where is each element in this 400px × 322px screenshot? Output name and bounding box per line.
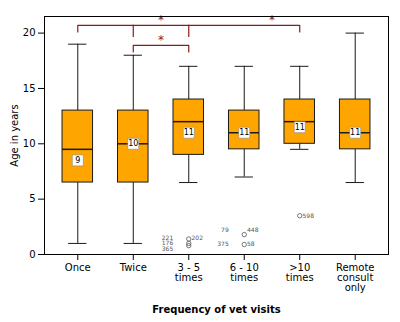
svg-text:365: 365 — [162, 245, 174, 252]
svg-text:79: 79 — [221, 226, 229, 233]
svg-text:Remoteconsultonly: Remoteconsultonly — [336, 262, 375, 293]
svg-text:221: 221 — [161, 233, 174, 241]
svg-text:Frequency of vet visits: Frequency of vet visits — [152, 304, 280, 315]
svg-text:*: * — [158, 33, 164, 47]
svg-text:20: 20 — [23, 27, 36, 38]
svg-text:Twice: Twice — [119, 262, 147, 273]
svg-text:6 - 10times: 6 - 10times — [230, 262, 259, 283]
svg-text:448: 448 — [247, 226, 259, 233]
svg-text:>10times: >10times — [286, 262, 314, 283]
svg-text:10: 10 — [23, 138, 36, 149]
svg-text:*: * — [269, 13, 275, 27]
svg-text:598: 598 — [303, 212, 315, 219]
svg-text:5: 5 — [29, 193, 35, 204]
svg-text:0: 0 — [29, 249, 35, 260]
svg-text:15: 15 — [23, 83, 36, 94]
svg-text:202: 202 — [192, 234, 204, 241]
svg-text:11: 11 — [295, 123, 305, 132]
svg-text:Age in years: Age in years — [9, 104, 20, 166]
svg-text:176: 176 — [161, 239, 174, 247]
svg-text:10: 10 — [128, 139, 138, 148]
svg-text:3 - 5times: 3 - 5times — [175, 262, 203, 283]
svg-text:11: 11 — [184, 128, 194, 137]
svg-text:58: 58 — [247, 240, 255, 247]
svg-text:11: 11 — [350, 128, 360, 137]
svg-text:9: 9 — [75, 156, 80, 165]
svg-text:Once: Once — [65, 262, 91, 273]
svg-text:11: 11 — [239, 128, 249, 137]
svg-text:*: * — [158, 13, 164, 27]
svg-text:375: 375 — [217, 240, 229, 247]
